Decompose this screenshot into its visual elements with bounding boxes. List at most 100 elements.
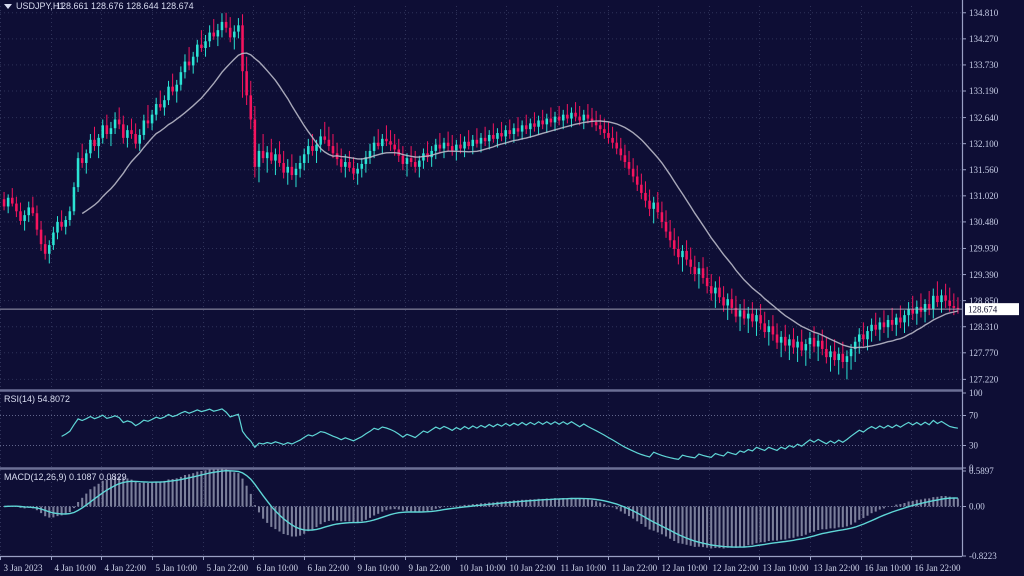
candle-body [594,121,598,126]
candle-body [607,133,610,138]
time-tick-label: 3 Jan 2023 [4,563,43,573]
candle-body [816,340,820,347]
candle-body [652,202,655,209]
price-axis-labels: 134.810 134.270 133.730 133.190 132.640 132.1… [962,8,999,385]
candle-body [487,134,491,142]
candle-body [187,61,191,66]
candle-body [356,168,359,174]
candle-body [294,168,298,176]
candle-body [348,162,351,168]
price-tick-label: 129.930 [969,244,999,254]
candle-body [463,141,466,149]
candle-body [204,41,207,49]
candle-body [298,162,302,169]
candle-body [640,184,643,193]
candle-body [705,277,709,287]
candle-body [130,130,133,134]
candle-body [759,315,762,324]
time-tick-label: 5 Jan 10:00 [156,563,198,573]
candle-body [730,299,734,308]
candle-body [446,142,450,147]
candle-body [833,351,836,361]
candle-body [89,139,92,154]
candle-body [590,118,594,122]
candle-body [442,142,446,149]
candle-body [804,344,808,351]
candle-body [150,114,154,124]
candle-body [315,144,318,151]
candle-body [175,84,179,92]
candle-body [352,167,355,174]
candle-body [274,154,277,161]
candle-body [800,341,803,351]
price-tick-label: 129.390 [969,270,999,280]
candle-body [788,339,791,346]
candle-body [820,340,824,349]
candle-body [615,142,618,149]
candle-body [775,334,779,343]
time-tick-label: 4 Jan 22:00 [105,563,147,573]
candle-body [915,306,919,314]
candle-body [492,134,495,139]
price-tick-label: 131.560 [969,165,999,175]
candle-body [257,150,261,167]
candle-body [940,295,943,303]
candle-body [853,341,857,349]
candle-body [27,207,30,216]
candle-body [894,317,898,325]
price-axis-panel[interactable] [962,0,1024,556]
candle-body [364,157,368,164]
candle-body [228,27,232,38]
price-tick-label: 131.020 [969,191,999,201]
candle-body [479,137,483,144]
candle-body [792,339,795,348]
candle-body [890,319,894,325]
time-tick-label: 11 Jan 10:00 [561,563,607,573]
candle-body [932,295,935,309]
time-tick-label: 9 Jan 22:00 [409,563,451,573]
candle-body [35,213,39,230]
time-tick-label: 10 Jan 10:00 [460,563,506,573]
candle-body [450,146,454,151]
candle-body [368,150,372,158]
candle-body [455,144,458,151]
candle-body [549,118,553,123]
candle-body [685,250,688,260]
candle-body [85,153,88,163]
candle-body [253,119,257,167]
candle-body [582,114,586,121]
candle-body [154,104,158,115]
candle-body [290,166,294,176]
candle-body [159,104,162,108]
candle-body [779,336,783,343]
candle-body [39,229,43,245]
candle-body [524,125,528,130]
candle-body [43,244,47,254]
candle-body [233,31,236,38]
candle-body [767,326,771,333]
candle-body [68,211,72,220]
candle-body [418,160,421,167]
candle-body [911,308,914,314]
time-tick-label: 6 Jan 10:00 [257,563,299,573]
candle-body [857,334,861,342]
candle-body [697,268,701,275]
candle-body [841,353,845,362]
candle-body [97,137,100,147]
candle-body [866,331,869,340]
candle-body [623,155,627,163]
candle-body [751,313,754,322]
candle-body [483,137,487,142]
candle-body [598,125,602,130]
candle-body [870,324,873,332]
triangle-down-icon[interactable] [4,4,12,9]
time-axis-labels[interactable]: 3 Jan 2023 4 Jan 10:00 4 Jan 22:00 5 Jan 10… [0,556,961,573]
macd-tick-label: -0.8223 [969,551,997,561]
candle-body [516,128,520,132]
candle-body [319,136,322,145]
time-tick-label: 12 Jan 22:00 [713,563,759,573]
candle-body [635,176,639,185]
rsi-axis-labels: 100 70 30 0 [962,388,983,473]
